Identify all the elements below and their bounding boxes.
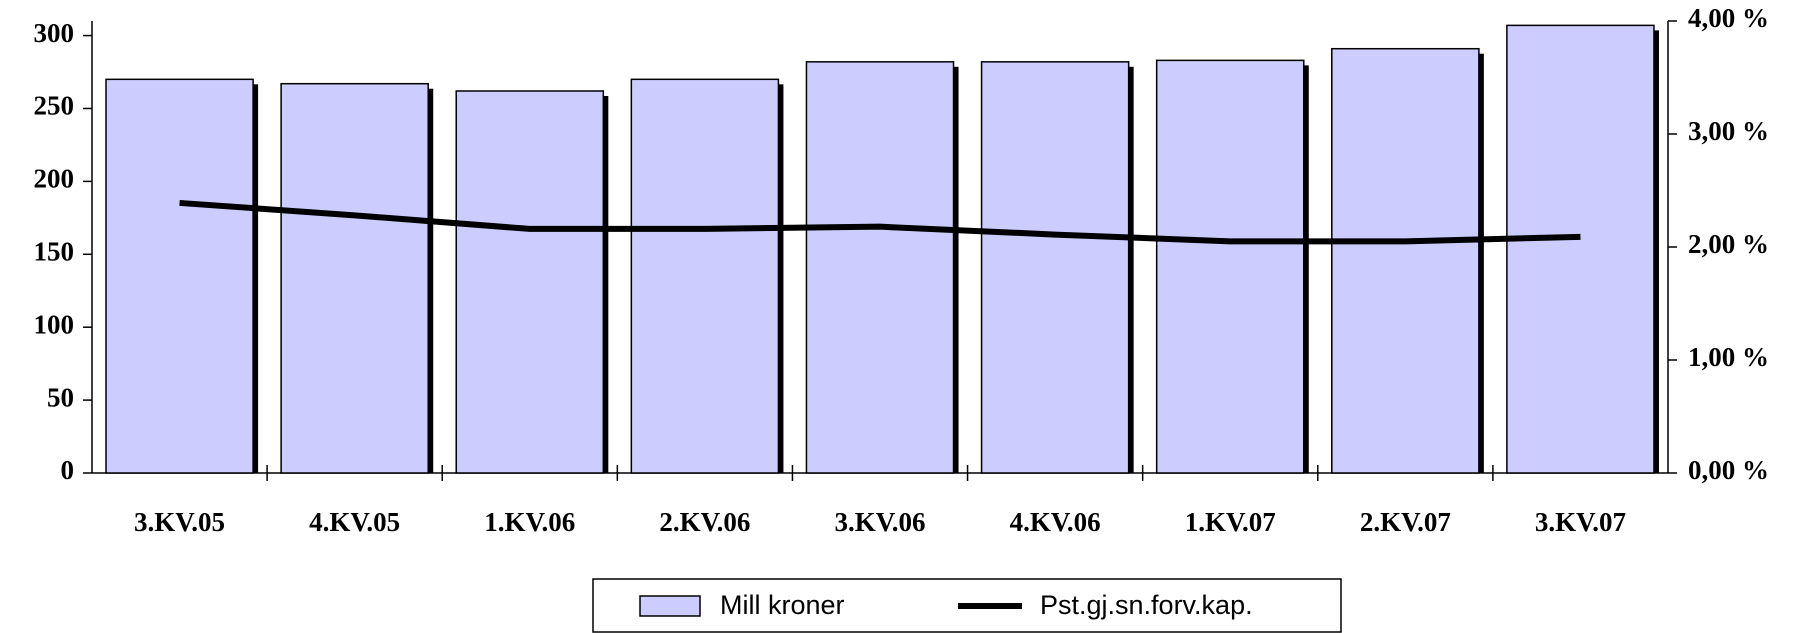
x-tick-label: 2.KV.06 [659, 507, 750, 537]
legend-label: Pst.gj.sn.forv.kap. [1040, 590, 1253, 620]
x-tick-label: 3.KV.06 [834, 507, 925, 537]
bar [1506, 24, 1655, 474]
bar [630, 78, 780, 474]
x-tick-label: 2.KV.07 [1360, 507, 1451, 537]
y2-tick-label: 3,00 % [1688, 116, 1769, 146]
bar [455, 90, 605, 474]
y-tick-label: 150 [34, 236, 75, 266]
y-tick-label: 100 [34, 309, 75, 339]
x-tick-label: 3.KV.05 [134, 507, 225, 537]
y2-tick-label: 1,00 % [1688, 342, 1769, 372]
x-tick-label: 3.KV.07 [1535, 507, 1626, 537]
y2-tick-label: 0,00 % [1688, 455, 1769, 485]
x-tick-label: 4.KV.05 [309, 507, 400, 537]
y2-tick-label: 2,00 % [1688, 229, 1769, 259]
y-tick-label: 0 [61, 455, 75, 485]
y-tick-label: 50 [47, 382, 74, 412]
bar [280, 82, 429, 474]
x-tick-label: 1.KV.07 [1185, 507, 1276, 537]
line [179, 199, 1581, 245]
y2-tick-label: 4,00 % [1688, 3, 1769, 33]
bar [805, 61, 955, 474]
bar [980, 61, 1130, 474]
bar [1155, 59, 1305, 474]
legend-label: Mill kroner [720, 590, 845, 620]
x-tick-label: 1.KV.06 [484, 507, 575, 537]
bar [105, 78, 254, 474]
legend-swatch [639, 595, 701, 617]
y-tick-label: 250 [34, 91, 75, 121]
x-tick-label: 4.KV.06 [1010, 507, 1101, 537]
y-tick-label: 200 [34, 164, 75, 194]
bar [1331, 47, 1480, 474]
y-tick-label: 300 [34, 18, 75, 48]
